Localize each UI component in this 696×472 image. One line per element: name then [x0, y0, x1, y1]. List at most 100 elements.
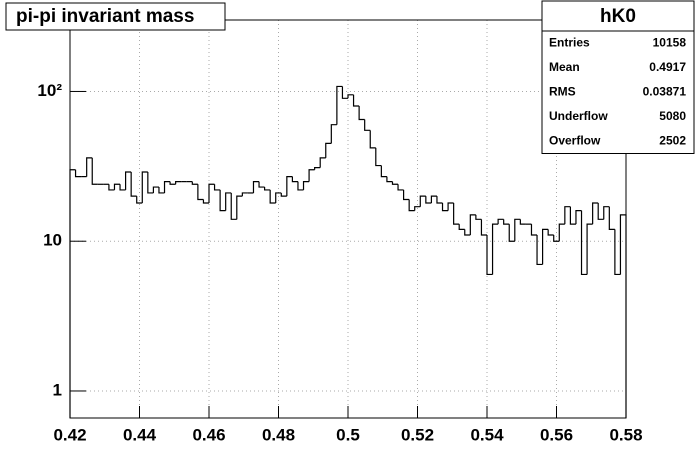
- histogram-bin: [125, 171, 132, 190]
- histogram-bin: [414, 206, 421, 211]
- stats-value: 5080: [659, 109, 686, 123]
- histogram-bin: [258, 181, 265, 188]
- histogram-bin: [291, 176, 298, 183]
- histogram-bin: [619, 214, 627, 418]
- histogram-bin: [147, 171, 154, 194]
- histogram-bin: [302, 181, 310, 190]
- x-tick-label: 0.56: [540, 425, 573, 444]
- histogram-bin: [163, 181, 171, 193]
- histogram-bin: [558, 223, 565, 242]
- histogram-bin: [208, 183, 215, 203]
- histogram-bin: [280, 192, 287, 197]
- histogram-bin: [230, 192, 237, 220]
- histogram-bin: [497, 218, 504, 225]
- histogram-bin: [308, 169, 315, 182]
- histogram-bin: [358, 105, 365, 121]
- histogram-bin: [286, 176, 293, 197]
- histogram-bin: [580, 210, 588, 276]
- histogram-bin: [86, 157, 93, 177]
- histogram-bin: [436, 196, 443, 204]
- histogram-bin: [141, 171, 148, 203]
- histogram-bin: [336, 85, 343, 125]
- y-tick-label: 1: [53, 380, 62, 399]
- histogram-bin: [341, 86, 348, 99]
- histogram-bin: [225, 192, 232, 211]
- x-tick-label: 0.44: [123, 425, 157, 444]
- histogram-bin: [330, 124, 337, 144]
- histogram-bin: [74, 169, 82, 178]
- x-tick-label: 0.46: [192, 425, 225, 444]
- histogram-bin: [169, 181, 176, 185]
- histogram-bin: [453, 202, 460, 225]
- histogram-bin: [252, 181, 260, 193]
- histogram-bin: [202, 199, 209, 204]
- histogram-bin: [575, 210, 582, 225]
- histogram-bin: [69, 169, 76, 418]
- histogram-bin: [430, 195, 437, 203]
- histogram-bin: [419, 195, 426, 207]
- histogram-bin: [152, 186, 159, 193]
- stats-label: Overflow: [549, 133, 601, 147]
- histogram-bin: [241, 192, 248, 197]
- histogram-bin: [480, 219, 487, 236]
- histogram-bin: [158, 187, 165, 194]
- title-box: [5, 2, 226, 31]
- histogram-bin: [553, 235, 560, 242]
- y-tick-label: 10: [43, 231, 62, 250]
- histogram-bin: [530, 224, 538, 236]
- histogram-bin: [475, 214, 482, 220]
- histogram-bin: [269, 189, 276, 204]
- histogram-bin: [136, 196, 143, 204]
- histogram-bin: [236, 195, 243, 220]
- histogram-bin: [469, 214, 476, 236]
- histogram-bin: [197, 184, 204, 201]
- histogram-bin: [319, 157, 326, 168]
- histogram-bin: [191, 181, 198, 185]
- histogram-bin: [369, 130, 376, 149]
- histogram-bin: [113, 183, 121, 190]
- histogram-bin: [564, 206, 571, 225]
- histogram-bin: [458, 224, 465, 230]
- x-tick-label: 0.48: [262, 425, 295, 444]
- histogram-bin: [219, 189, 226, 212]
- histogram-bin: [364, 119, 371, 131]
- histogram-bin: [486, 235, 493, 276]
- histogram-bin: [614, 229, 621, 276]
- histogram-bin: [314, 167, 321, 170]
- x-tick-label: 0.52: [401, 425, 434, 444]
- histogram-bin: [275, 192, 282, 203]
- x-tick-label: 0.58: [609, 425, 642, 444]
- x-tick-label: 0.5: [336, 425, 360, 444]
- histogram-bin: [608, 206, 615, 230]
- x-tick-label: 0.42: [53, 425, 86, 444]
- histogram-bin: [380, 165, 387, 178]
- histogram-bin: [347, 94, 354, 99]
- histogram-bin: [375, 147, 382, 167]
- histogram-bin: [425, 196, 432, 204]
- stats-label: RMS: [549, 84, 576, 98]
- histogram-bin: [397, 184, 404, 191]
- histogram-bin: [386, 176, 393, 183]
- histogram-bin: [508, 224, 515, 242]
- histogram-bin: [408, 199, 415, 212]
- histogram-bin: [514, 218, 521, 242]
- histogram-bin: [213, 184, 221, 191]
- histogram-bin: [503, 219, 510, 225]
- stats-label: Mean: [549, 60, 580, 74]
- histogram-bin: [569, 206, 576, 225]
- histogram-bin: [325, 142, 332, 158]
- histogram-bin: [592, 202, 599, 225]
- histogram-bin: [403, 189, 410, 201]
- stats-label: Underflow: [549, 109, 608, 123]
- histogram-bin: [91, 157, 98, 185]
- histogram-bin: [519, 219, 526, 225]
- stats-value: 0.4917: [649, 60, 686, 74]
- histogram-bin: [264, 187, 271, 191]
- histogram-bin: [597, 202, 604, 220]
- stats-value: 10158: [653, 35, 687, 49]
- stats-name: hK0: [600, 6, 636, 27]
- histogram-bin: [119, 184, 126, 191]
- stats-value: 2502: [659, 133, 686, 147]
- histogram-bin: [352, 94, 360, 107]
- chart-title: pi-pi invariant mass: [16, 6, 194, 27]
